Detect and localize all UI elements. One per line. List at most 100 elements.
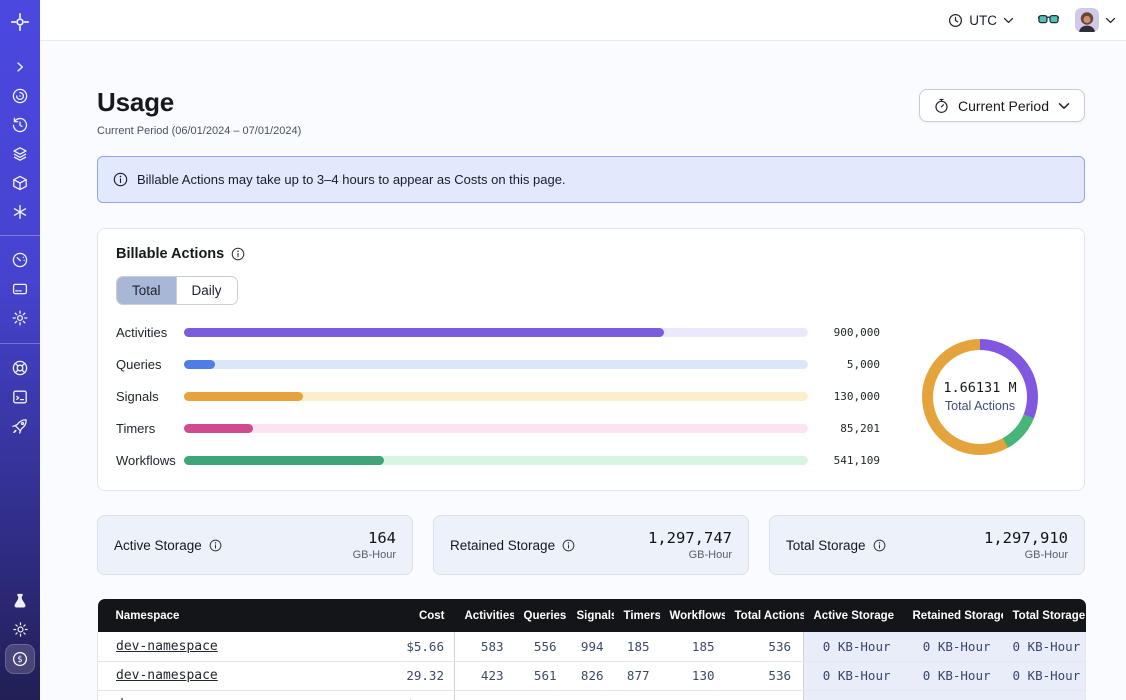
sidebar-item-billing[interactable] xyxy=(0,274,40,303)
sidebar-item-credits[interactable]: $ xyxy=(0,644,40,674)
cell-active-storage: 0 KB-Hour xyxy=(804,632,903,661)
chevron-right-icon xyxy=(13,60,27,74)
sidebar-item-settings[interactable] xyxy=(0,303,40,332)
sidebar-item-docs[interactable] xyxy=(0,382,40,411)
col-total-actions: Total Actions xyxy=(725,599,804,632)
tab-daily[interactable]: Daily xyxy=(176,277,237,304)
active-storage-label: Active Storage xyxy=(114,538,202,553)
sidebar-item-namespaces[interactable] xyxy=(0,81,40,110)
asterisk-icon xyxy=(11,203,29,221)
sun-icon xyxy=(12,621,29,638)
namespace-table: Namespace Cost Activities Queries Signal… xyxy=(97,599,1086,700)
info-icon[interactable] xyxy=(209,539,222,552)
sidebar-item-nexus[interactable] xyxy=(0,197,40,226)
billable-view-tabs: Total Daily xyxy=(116,276,238,305)
bar-fill xyxy=(184,360,215,369)
sidebar-item-home[interactable] xyxy=(0,5,40,39)
bar-fill xyxy=(184,456,384,465)
terminal-icon xyxy=(11,388,29,406)
info-banner-text: Billable Actions may take up to 3–4 hour… xyxy=(137,172,566,187)
timezone-selector[interactable]: UTC xyxy=(948,13,1014,28)
total-storage-value: 1,297,910 xyxy=(984,529,1068,547)
account-menu[interactable] xyxy=(1075,8,1116,32)
chevron-down-icon xyxy=(1003,17,1014,24)
total-actions-label: Total Actions xyxy=(945,399,1015,413)
cell-workflows: 185 xyxy=(660,632,725,661)
cell-signals: 883 xyxy=(567,690,614,700)
cell-retained-storage: 0 KB-Hour xyxy=(903,690,1003,700)
billable-bars: Activities 900,000 Queries 5,000 Signals xyxy=(116,325,880,468)
billable-actions-card: Billable Actions Total Daily Activities … xyxy=(97,228,1085,491)
table-row: dev-namespace 29.32 423 561 826 877 130 … xyxy=(98,661,1086,690)
info-icon[interactable] xyxy=(231,247,245,261)
preview-glasses-button[interactable] xyxy=(1038,13,1059,27)
sidebar-item-usage[interactable] xyxy=(0,245,40,274)
cell-timers: 185 xyxy=(614,632,660,661)
col-activities: Activities xyxy=(455,599,514,632)
cell-timers: 877 xyxy=(614,661,660,690)
sidebar-item-support[interactable] xyxy=(0,353,40,382)
bar-label: Queries xyxy=(116,357,184,372)
flask-icon xyxy=(11,592,29,610)
bar-fill xyxy=(184,392,303,401)
sidebar-item-workflows[interactable] xyxy=(0,168,40,197)
storage-cards: Active Storage 164 GB-Hour Retained Stor… xyxy=(97,515,1085,575)
temporal-logo-icon xyxy=(10,12,30,32)
bar-label: Timers xyxy=(116,421,184,436)
sidebar-expand-button[interactable] xyxy=(0,52,40,81)
sidebar-divider xyxy=(0,235,40,236)
cell-cost: $5.66 xyxy=(358,632,455,661)
bar-value: 900,000 xyxy=(820,326,880,339)
bar-row-queries: Queries 5,000 xyxy=(116,357,880,372)
period-selector-button[interactable]: Current Period xyxy=(919,89,1085,122)
bar-value: 5,000 xyxy=(820,358,880,371)
sidebar-item-getting-started[interactable] xyxy=(0,411,40,440)
rocket-icon xyxy=(11,417,29,435)
cell-total-actions: 536 xyxy=(725,632,804,661)
sidebar-item-labs[interactable] xyxy=(0,586,40,615)
bar-value: 541,109 xyxy=(820,454,880,467)
tab-total[interactable]: Total xyxy=(117,277,176,304)
bar-value: 130,000 xyxy=(820,390,880,403)
billable-chart: Activities 900,000 Queries 5,000 Signals xyxy=(116,325,1066,468)
namespace-link[interactable]: dev-namespace xyxy=(116,668,218,683)
sidebar-item-deployments[interactable] xyxy=(0,139,40,168)
sidebar-active-highlight: $ xyxy=(5,644,35,674)
chevron-down-icon xyxy=(1058,102,1070,110)
cell-workflows: 600 xyxy=(660,690,725,700)
usage-page: $ UTC xyxy=(0,0,1126,700)
active-storage-unit: GB-Hour xyxy=(353,549,396,561)
credit-card-icon xyxy=(11,280,29,298)
bar-track xyxy=(184,456,808,465)
cell-cost: 29.32 xyxy=(358,661,455,690)
timezone-label: UTC xyxy=(969,13,997,28)
cell-cost: $3.35 xyxy=(358,690,455,700)
sidebar-divider xyxy=(0,343,40,344)
bar-row-signals: Signals 130,000 xyxy=(116,389,880,404)
info-icon[interactable] xyxy=(873,539,886,552)
active-storage-value: 164 xyxy=(353,529,396,547)
col-cost: Cost xyxy=(358,599,455,632)
col-queries: Queries xyxy=(514,599,567,632)
cell-activities: 583 xyxy=(455,632,514,661)
namespace-link[interactable]: dev-namespace xyxy=(116,639,218,654)
retained-storage-card: Retained Storage 1,297,747 GB-Hour xyxy=(433,515,749,575)
active-storage-card: Active Storage 164 GB-Hour xyxy=(97,515,413,575)
cell-total-actions: 130 xyxy=(725,690,804,700)
lifebuoy-icon xyxy=(11,359,29,377)
page-title: Usage xyxy=(97,87,301,118)
info-icon[interactable] xyxy=(562,539,575,552)
sidebar-item-schedules[interactable] xyxy=(0,110,40,139)
donut-center: 1.66131 M Total Actions xyxy=(933,350,1027,444)
cell-queries: 556 xyxy=(514,632,567,661)
period-selector-label: Current Period xyxy=(958,98,1049,114)
sidebar-item-theme[interactable] xyxy=(0,615,40,644)
total-storage-card: Total Storage 1,297,910 GB-Hour xyxy=(769,515,1085,575)
cell-activities: 492 xyxy=(455,690,514,700)
table-header-row: Namespace Cost Activities Queries Signal… xyxy=(98,599,1086,632)
gauge-icon xyxy=(11,251,29,269)
retained-storage-value: 1,297,747 xyxy=(648,529,732,547)
bar-label: Signals xyxy=(116,389,184,404)
bar-row-workflows: Workflows 541,109 xyxy=(116,453,880,468)
cell-retained-storage: 0 KB-Hour xyxy=(903,632,1003,661)
